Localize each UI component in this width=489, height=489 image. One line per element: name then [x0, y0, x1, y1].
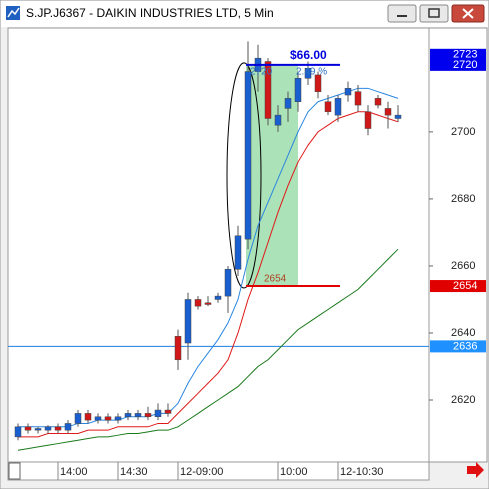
x-tick-label: 12-09:00 [180, 466, 223, 478]
y-tick-label: 2620 [451, 394, 475, 406]
minimize-button[interactable] [387, 4, 417, 23]
price-marker [430, 58, 486, 71]
price-marker [430, 340, 486, 353]
candle-body [234, 235, 242, 270]
candle-body [44, 426, 52, 431]
moving-average [18, 87, 399, 428]
price-marker [430, 280, 486, 293]
scroll-right-arrow[interactable] [467, 462, 484, 478]
price-marker-label: 2654 [453, 280, 477, 292]
measure-ellipse [226, 62, 262, 289]
x-tick-label: 10:00 [280, 466, 308, 478]
window-title: S.JP.J6367 - DAIKIN INDUSTRIES LTD, 5 Mi… [26, 6, 274, 20]
candle-body [224, 269, 232, 297]
scroll-box[interactable] [8, 462, 21, 480]
measure-pct: 2.49 % [296, 67, 327, 78]
candle-body [154, 409, 162, 418]
candle-body [304, 67, 312, 79]
candle-body [374, 98, 382, 106]
candle-body [24, 426, 32, 431]
candle-body [264, 61, 272, 119]
candle-body [294, 78, 302, 102]
measure-high-label: 2720 [250, 67, 273, 78]
y-tick-label: 2680 [451, 193, 475, 205]
price-marker-label: 2720 [453, 59, 477, 71]
time-axis [7, 461, 430, 481]
candle-body [244, 71, 252, 240]
candle-body [54, 426, 62, 431]
candle-body [124, 413, 132, 418]
plot-area [7, 27, 430, 463]
y-tick-label: 2640 [451, 327, 475, 339]
candle-body [314, 74, 322, 92]
candle-body [64, 423, 72, 431]
price-marker-label: 2723 [453, 49, 477, 61]
candle-body [114, 416, 122, 421]
candle-body [214, 295, 222, 300]
candle-body [74, 413, 82, 424]
moving-average [17, 248, 399, 451]
candle-body [164, 409, 172, 414]
y-tick-label: 2660 [451, 260, 475, 272]
candle-body [94, 416, 102, 421]
moving-average [18, 111, 399, 438]
candle-body [204, 302, 212, 305]
candle-body [384, 108, 392, 116]
candle-body [84, 413, 92, 421]
price-marker [430, 48, 486, 61]
candle-body [284, 98, 292, 109]
candle-body [344, 88, 352, 96]
x-tick-label: 14:00 [60, 466, 88, 478]
app-icon-glyph [7, 7, 20, 18]
candle-body [14, 426, 22, 438]
candle-body [194, 299, 202, 307]
candle-body [174, 336, 182, 361]
x-tick-label: 14:30 [120, 466, 148, 478]
measure-change: $66.00 [290, 48, 327, 62]
candle-body [184, 299, 192, 344]
measure-low-label: 2654 [264, 274, 287, 285]
chart: 2620 2640 2660 2680 2700 14:00 14:30 12-09:00 10… [8, 41, 486, 480]
candle-body [134, 413, 142, 418]
candle-body [354, 91, 362, 106]
y-tick-label: 2700 [451, 126, 475, 138]
candle-body [324, 101, 332, 113]
candle-body [334, 98, 342, 116]
price-marker-label: 2636 [453, 340, 477, 352]
candle-body [394, 114, 402, 119]
maximize-button[interactable] [419, 4, 449, 23]
candle-body [34, 428, 42, 431]
candle-body [144, 413, 152, 418]
measure-box [246, 64, 298, 287]
x-tick-label: 12-10:30 [340, 466, 383, 478]
candle-body [364, 111, 372, 129]
close-glyph [462, 8, 474, 19]
price-axis [428, 27, 488, 463]
maximize-glyph [428, 8, 440, 18]
candle-body [274, 114, 282, 126]
candle-body [104, 416, 112, 421]
